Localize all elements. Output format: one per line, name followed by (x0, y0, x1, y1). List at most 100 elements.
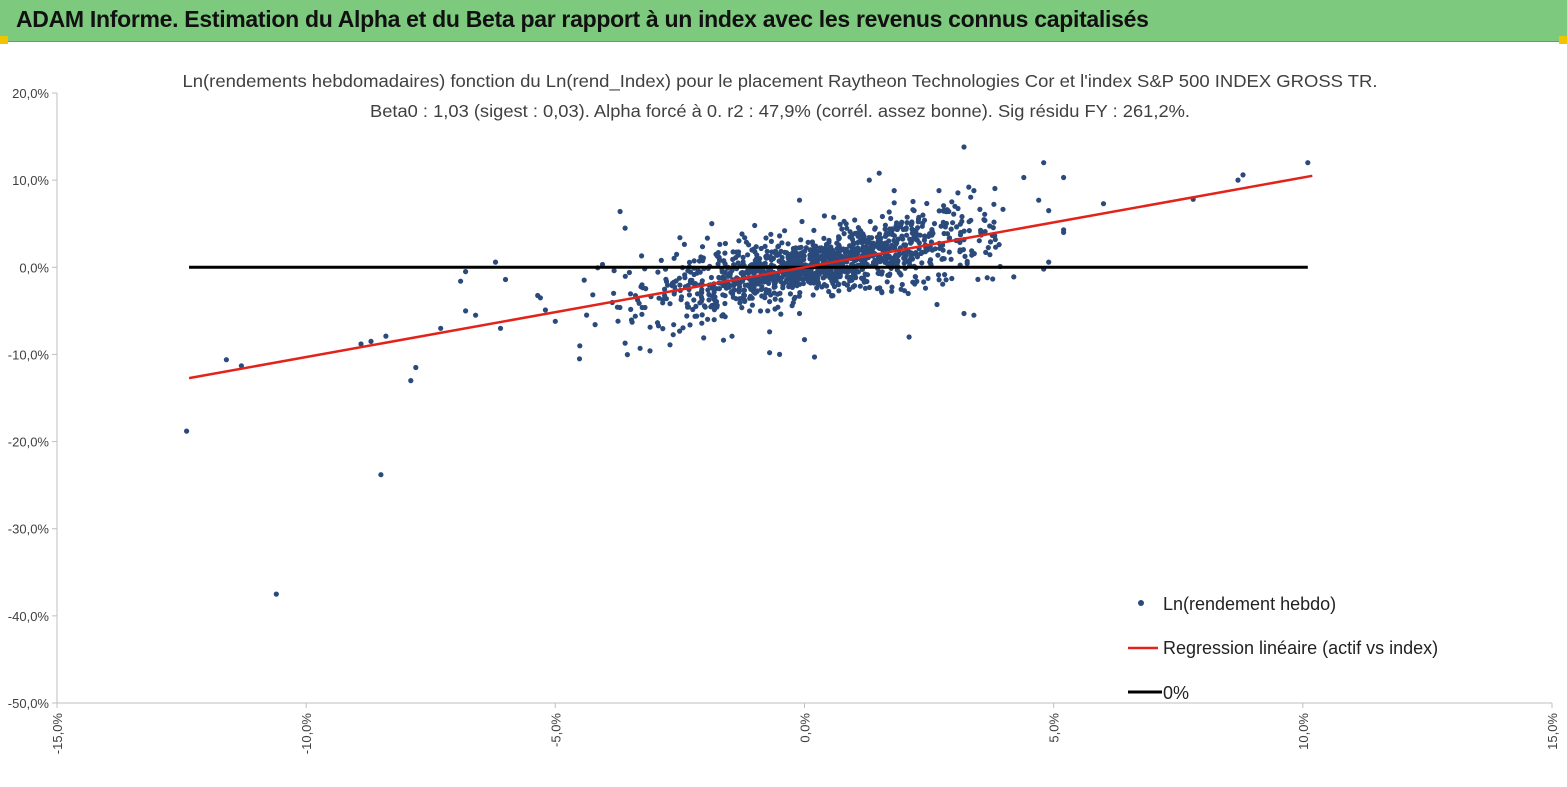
data-point (843, 254, 849, 260)
data-point (622, 340, 628, 346)
data-point (941, 256, 947, 262)
data-point (893, 241, 899, 247)
data-point (701, 335, 707, 341)
data-point (907, 258, 913, 264)
data-point (914, 252, 921, 258)
data-point (811, 245, 817, 251)
data-point (878, 240, 884, 246)
data-point (757, 308, 764, 314)
data-point (711, 307, 718, 313)
data-point (874, 286, 880, 292)
data-point (860, 231, 866, 237)
data-point (1061, 174, 1067, 181)
data-point (904, 220, 910, 226)
data-point (660, 326, 666, 332)
data-point (922, 285, 929, 291)
data-point (789, 303, 795, 309)
data-point (828, 268, 834, 274)
data-point (358, 341, 364, 347)
data-point (1000, 206, 1006, 212)
y-tick-label: -50,0% (8, 696, 50, 711)
y-tick-label: -40,0% (8, 609, 50, 624)
data-point (1100, 201, 1107, 207)
data-point (836, 234, 842, 240)
data-point (722, 300, 728, 307)
data-point (919, 249, 926, 255)
data-point (637, 345, 643, 351)
data-point (943, 277, 949, 283)
data-point (879, 290, 885, 296)
data-point (747, 308, 753, 314)
data-point (959, 218, 965, 224)
data-point (681, 241, 688, 247)
data-point (835, 281, 842, 287)
data-point (759, 284, 765, 290)
data-point (655, 269, 661, 275)
data-point (860, 237, 866, 243)
data-point (685, 304, 691, 310)
data-point (686, 259, 693, 265)
data-point (739, 231, 745, 237)
data-point (789, 284, 796, 290)
data-point (458, 278, 464, 284)
data-point (792, 294, 798, 300)
data-point (908, 239, 914, 245)
header-corner-left (0, 36, 8, 44)
data-point (719, 313, 725, 319)
data-point (987, 239, 994, 245)
data-point (741, 287, 748, 293)
data-point (768, 231, 774, 237)
data-point (909, 226, 915, 232)
data-point (844, 225, 850, 231)
data-point (576, 356, 583, 362)
data-point (747, 295, 753, 301)
data-point (870, 246, 876, 252)
data-point (665, 282, 671, 288)
report-title: ADAM Informe. Estimation du Alpha et du … (16, 6, 1149, 32)
data-point (964, 258, 970, 264)
data-point (1061, 227, 1067, 233)
data-point (941, 203, 947, 209)
data-point (809, 239, 816, 245)
data-point (1046, 208, 1052, 214)
data-point (906, 334, 912, 340)
data-point (492, 259, 499, 265)
data-point (779, 260, 785, 266)
data-point (735, 260, 741, 266)
data-point (861, 279, 867, 285)
data-point (940, 219, 946, 225)
data-point (796, 197, 803, 203)
data-point (752, 222, 758, 229)
data-point (685, 268, 691, 274)
data-point (862, 271, 868, 277)
data-point (850, 284, 856, 290)
data-point (811, 354, 818, 360)
y-axis: 20,0% 10,0% 0,0% -10,0% -20,0% -30,0% -40,0% -5… (8, 86, 58, 711)
legend-points-label: Ln(rendement hebdo) (1163, 594, 1336, 614)
y-tick-label: 10,0% (12, 173, 49, 188)
data-point (767, 299, 773, 305)
data-point (991, 201, 997, 207)
data-point (705, 287, 711, 293)
data-point (969, 252, 975, 258)
data-point (978, 227, 984, 233)
data-point (584, 312, 590, 318)
data-point (1046, 259, 1052, 265)
data-point (936, 208, 942, 214)
data-point (948, 256, 954, 262)
x-tick-label: -5,0% (548, 713, 563, 747)
data-point (884, 260, 890, 266)
data-point (912, 281, 918, 287)
data-point (699, 312, 705, 318)
data-point (694, 270, 700, 276)
data-point (777, 233, 783, 239)
data-point (811, 280, 817, 286)
data-point (889, 231, 895, 237)
data-point (968, 194, 974, 200)
data-point (784, 250, 790, 256)
data-point (921, 279, 927, 285)
data-point (636, 300, 642, 306)
data-point (867, 218, 873, 225)
data-point (894, 226, 900, 232)
data-point (758, 245, 764, 252)
